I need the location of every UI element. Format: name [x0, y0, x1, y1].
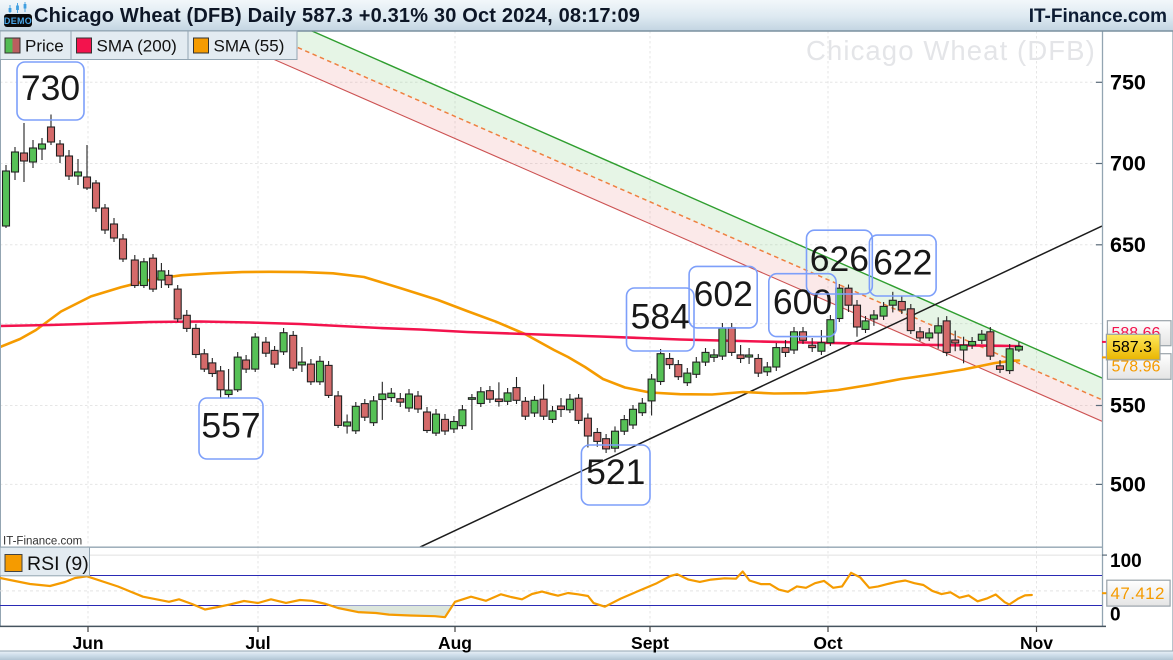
svg-text:557: 557 [201, 405, 260, 445]
svg-text:Price: Price [25, 37, 64, 56]
svg-text:550: 550 [1110, 394, 1146, 418]
svg-text:626: 626 [810, 239, 869, 279]
svg-text:DEMO: DEMO [4, 16, 32, 26]
svg-text:IT-Finance.com: IT-Finance.com [3, 536, 82, 548]
svg-text:600: 600 [773, 282, 832, 322]
svg-text:Jun: Jun [72, 633, 103, 653]
svg-text:Sept: Sept [631, 633, 669, 653]
svg-text:100: 100 [1110, 551, 1142, 572]
svg-text:700: 700 [1110, 152, 1146, 176]
svg-text:587.3: 587.3 [1112, 339, 1152, 356]
svg-text:Nov: Nov [1020, 633, 1053, 653]
svg-text:Chicago Wheat (DFB): Chicago Wheat (DFB) [806, 35, 1096, 66]
svg-text:RSI (9): RSI (9) [27, 553, 89, 575]
svg-text:622: 622 [873, 243, 932, 283]
svg-text:650: 650 [1110, 233, 1146, 257]
svg-text:SMA (200): SMA (200) [97, 37, 177, 56]
svg-text:521: 521 [586, 452, 645, 492]
svg-text:Chicago Wheat (DFB) Daily 587.: Chicago Wheat (DFB) Daily 587.3 +0.31% 3… [34, 5, 640, 27]
svg-text:0: 0 [1110, 604, 1121, 625]
svg-text:Jul: Jul [245, 633, 270, 653]
svg-text:730: 730 [21, 68, 80, 108]
svg-text:IT-Finance.com: IT-Finance.com [1029, 6, 1167, 27]
svg-text:500: 500 [1110, 472, 1146, 496]
svg-text:Aug: Aug [438, 633, 472, 653]
svg-text:SMA (55): SMA (55) [214, 37, 285, 56]
svg-text:602: 602 [694, 274, 753, 314]
svg-text:578.96: 578.96 [1112, 358, 1161, 375]
svg-text:750: 750 [1110, 70, 1146, 94]
svg-text:Oct: Oct [813, 633, 842, 653]
svg-text:47.412: 47.412 [1111, 584, 1165, 603]
svg-text:584: 584 [631, 296, 690, 336]
